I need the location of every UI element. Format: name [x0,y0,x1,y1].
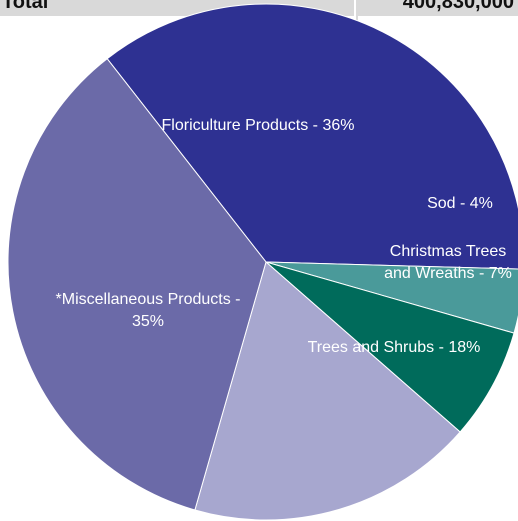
pie-slice-label-line: and Wreaths - 7% [384,265,512,282]
pie-slice-label-line: Floriculture Products - 36% [162,117,355,134]
pie-slice-label-line: 35% [132,313,164,330]
pie-slice-label-1: Sod - 4% [427,195,493,212]
pie-slice-0 [106,3,518,270]
total-label: Total [2,0,49,13]
total-value-cell: 400,830,000 [358,0,518,16]
pie-slice-2 [265,261,515,433]
pie-slice-label-line: Trees and Shrubs - 18% [308,339,481,356]
pie-slice-label-line: *Miscellaneous Products - [56,291,241,308]
pie-slice-label-0: Floriculture Products - 36% [162,117,355,134]
pie-slice-label-3: Trees and Shrubs - 18% [308,339,481,356]
pie-slice-3 [194,261,461,521]
total-value: 400,830,000 [402,0,514,13]
pie-slices [7,3,518,521]
pie-slice-label-line: Sod - 4% [427,195,493,212]
pie-slice-label-4: *Miscellaneous Products - 35% [56,291,241,330]
pie-slice-4 [7,57,267,511]
pie-slice-label-2: Christmas Trees and Wreaths - 7% [384,243,512,282]
pie-slice-label-line: Christmas Trees [390,243,506,260]
pie-labels: Floriculture Products - 36% Sod - 4% Chris… [56,117,512,356]
